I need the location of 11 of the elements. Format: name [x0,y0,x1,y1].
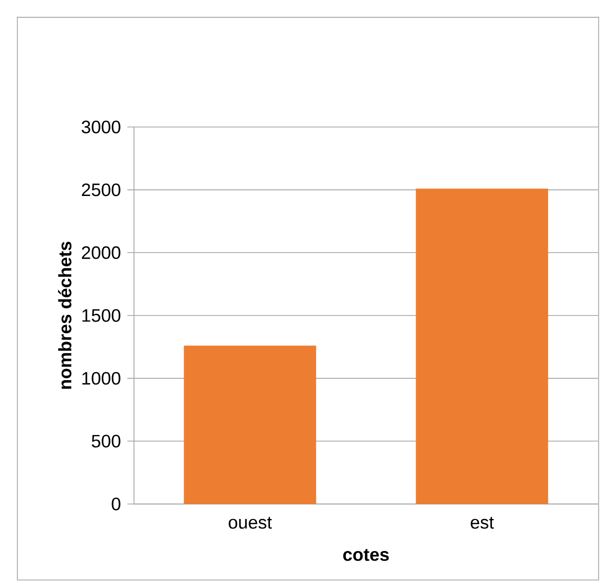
y-tick-label: 2000 [82,246,120,260]
y-tick-label: 500 [92,434,120,448]
y-tick-label: 3000 [82,120,120,134]
y-tick-label: 0 [112,498,120,510]
y-tick-label: 2500 [82,183,120,196]
y-tick-label: 1500 [82,309,120,322]
x-tick-label: est [470,516,494,529]
x-tick-label: ouest [228,516,272,529]
x-axis-title: cotes [343,548,389,561]
y-axis-title: nombres déchets [58,242,72,389]
y-tick-label: 1000 [82,372,120,385]
